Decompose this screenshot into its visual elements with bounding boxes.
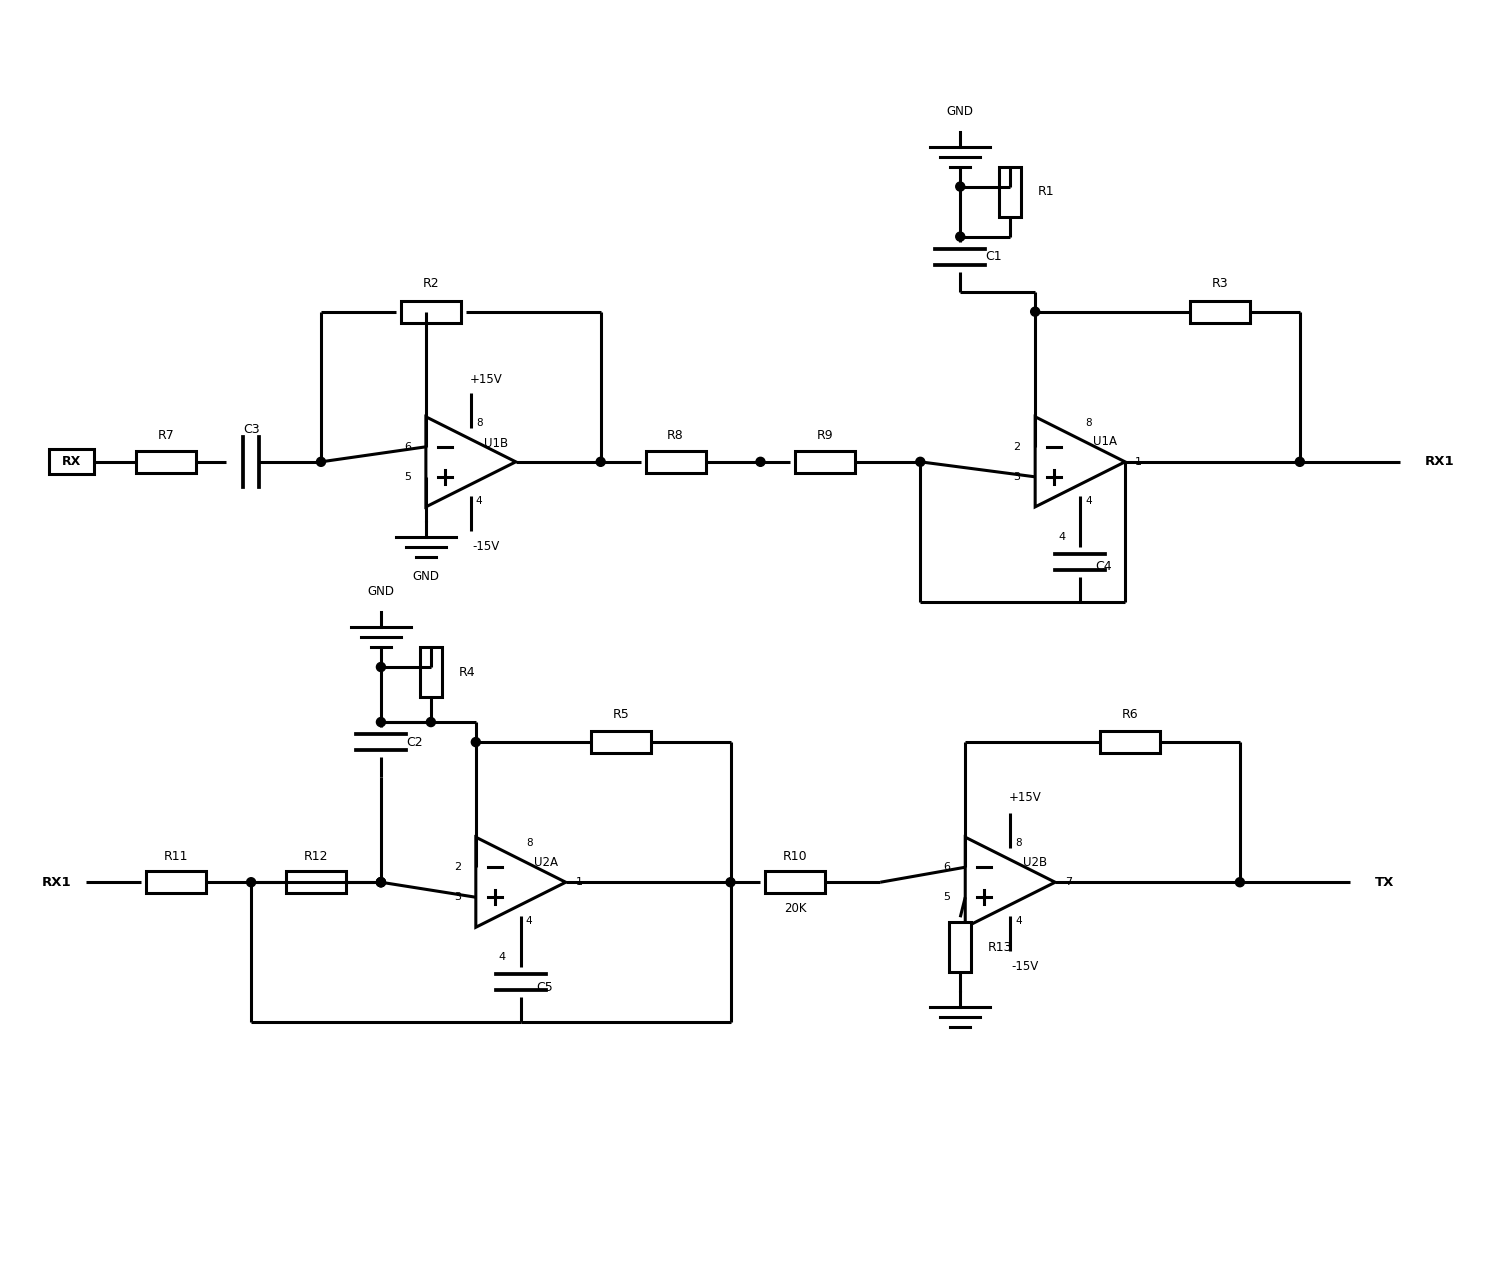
- Text: 6: 6: [404, 442, 411, 452]
- Text: R5: R5: [612, 707, 629, 720]
- FancyBboxPatch shape: [146, 872, 206, 894]
- Text: GND: GND: [947, 105, 974, 118]
- Text: C2: C2: [405, 736, 423, 749]
- Text: 2: 2: [1013, 442, 1021, 452]
- Text: R1: R1: [1039, 185, 1055, 198]
- Text: 4: 4: [1085, 496, 1091, 506]
- Circle shape: [377, 663, 386, 672]
- Circle shape: [377, 878, 386, 887]
- Circle shape: [471, 737, 480, 746]
- Text: 7: 7: [1066, 877, 1072, 887]
- Circle shape: [726, 878, 735, 887]
- FancyBboxPatch shape: [591, 731, 650, 754]
- Text: 8: 8: [476, 417, 482, 428]
- Circle shape: [1031, 307, 1040, 316]
- Text: 1: 1: [1135, 457, 1142, 467]
- Circle shape: [757, 457, 766, 466]
- Text: 3: 3: [453, 892, 461, 903]
- Text: U2A: U2A: [534, 855, 558, 869]
- Text: R2: R2: [423, 277, 440, 290]
- Text: 4: 4: [525, 917, 533, 927]
- Text: R4: R4: [459, 665, 476, 678]
- Text: 3: 3: [1013, 471, 1021, 482]
- Circle shape: [1235, 878, 1244, 887]
- Text: +15V: +15V: [1009, 791, 1042, 805]
- Text: GND: GND: [413, 570, 440, 583]
- Text: U1B: U1B: [483, 438, 507, 451]
- Text: R8: R8: [668, 429, 684, 442]
- Text: R7: R7: [158, 429, 174, 442]
- Circle shape: [1295, 457, 1304, 466]
- Circle shape: [377, 718, 386, 727]
- Text: TX: TX: [1375, 876, 1394, 889]
- Text: R9: R9: [817, 429, 833, 442]
- Text: U1A: U1A: [1093, 435, 1117, 448]
- Text: 8: 8: [1085, 417, 1091, 428]
- Text: 5: 5: [943, 892, 950, 903]
- Text: 6: 6: [943, 863, 950, 872]
- FancyBboxPatch shape: [1190, 300, 1250, 322]
- Circle shape: [426, 718, 435, 727]
- Text: 4: 4: [498, 953, 506, 962]
- FancyBboxPatch shape: [137, 451, 197, 473]
- Text: +15V: +15V: [470, 374, 503, 386]
- Circle shape: [956, 182, 965, 191]
- Text: 8: 8: [525, 838, 533, 847]
- Text: -15V: -15V: [473, 539, 500, 552]
- FancyBboxPatch shape: [645, 451, 705, 473]
- Circle shape: [317, 457, 326, 466]
- Text: RX1: RX1: [42, 876, 71, 889]
- Text: 8: 8: [1015, 838, 1022, 847]
- FancyBboxPatch shape: [949, 922, 971, 972]
- Text: U2B: U2B: [1024, 855, 1048, 869]
- FancyBboxPatch shape: [401, 300, 461, 322]
- Text: 1: 1: [576, 877, 582, 887]
- FancyBboxPatch shape: [796, 451, 856, 473]
- FancyBboxPatch shape: [766, 872, 826, 894]
- Text: 4: 4: [476, 496, 482, 506]
- Text: 4: 4: [1058, 532, 1066, 542]
- Text: R11: R11: [164, 850, 189, 863]
- Text: R6: R6: [1121, 707, 1138, 720]
- FancyBboxPatch shape: [1000, 167, 1021, 217]
- Text: GND: GND: [368, 586, 395, 598]
- Text: R12: R12: [303, 850, 329, 863]
- Text: R13: R13: [988, 941, 1013, 954]
- Text: R10: R10: [784, 850, 808, 863]
- Text: 2: 2: [453, 863, 461, 872]
- Text: C5: C5: [536, 981, 552, 994]
- FancyBboxPatch shape: [287, 872, 345, 894]
- Circle shape: [956, 232, 965, 241]
- Text: R3: R3: [1211, 277, 1228, 290]
- Circle shape: [377, 878, 386, 887]
- Text: C1: C1: [985, 250, 1001, 263]
- Text: C3: C3: [243, 424, 260, 437]
- Circle shape: [596, 457, 605, 466]
- Text: RX1: RX1: [1424, 456, 1454, 469]
- Text: 4: 4: [1015, 917, 1022, 927]
- FancyBboxPatch shape: [50, 449, 93, 474]
- FancyBboxPatch shape: [1100, 731, 1160, 754]
- FancyBboxPatch shape: [420, 647, 441, 697]
- Circle shape: [916, 457, 925, 466]
- Text: C4: C4: [1096, 560, 1112, 574]
- Text: RX: RX: [62, 456, 81, 469]
- Circle shape: [246, 878, 255, 887]
- Text: -15V: -15V: [1012, 960, 1039, 973]
- Circle shape: [377, 878, 386, 887]
- Text: 5: 5: [404, 471, 411, 482]
- Text: 20K: 20K: [784, 901, 806, 914]
